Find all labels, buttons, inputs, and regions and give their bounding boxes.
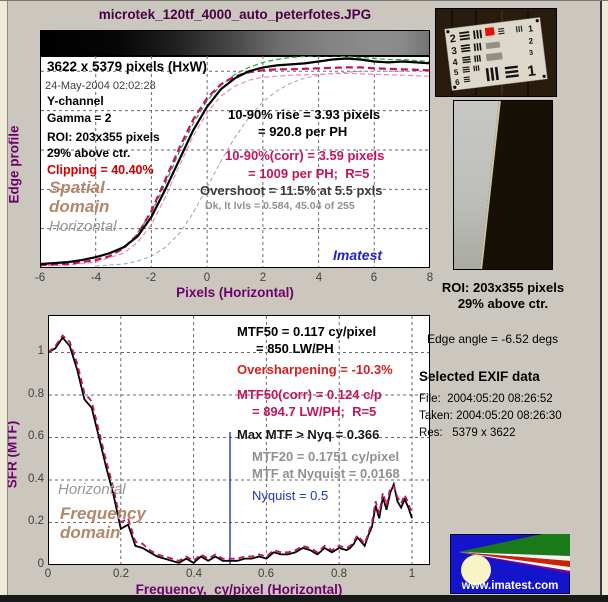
- imatest-logo[interactable]: www.imatest.com: [450, 534, 570, 594]
- exif-taken-date: Taken: 2004:05:20 08:26:30: [419, 410, 562, 422]
- window-frame-top: [0, 0, 608, 1]
- window-frame-left: [0, 0, 8, 602]
- sfr-ytick-02: 0.2: [28, 515, 44, 527]
- window-frame-bottom: [0, 595, 608, 602]
- svg-text:5: 5: [453, 68, 459, 78]
- mtf20-label: MTF20 = 0.1751 cy/pixel: [252, 449, 400, 464]
- mtf50-corrected-line2: = 894.7 LW/PH; R=5: [252, 404, 377, 419]
- sfr-ytick-08: 0.8: [28, 388, 44, 400]
- oversharpening-label: Oversharpening = -10.3%: [237, 362, 393, 377]
- svg-text:3: 3: [451, 46, 458, 58]
- roi-caption-line1: ROI: 203x355 pixels: [441, 280, 565, 295]
- sfr-ytick-04: 0.4: [28, 473, 44, 485]
- window-frame-right: [600, 0, 608, 602]
- edge-plot-ylabel: Edge profile: [6, 125, 22, 204]
- svg-text:3: 3: [529, 49, 534, 56]
- svg-text:1: 1: [528, 23, 534, 34]
- exif-resolution: Res: 5379 x 3622: [419, 427, 516, 439]
- edge-orientation-label: Horizontal: [49, 218, 117, 235]
- file-date-label: 24-May-2004 02:02:28: [45, 80, 156, 92]
- spatial-domain-word2: domain: [49, 197, 110, 216]
- edge-xtick--4: -4: [90, 272, 102, 284]
- edge-xtick-4: 4: [315, 272, 323, 284]
- edge-xtick--6: -6: [34, 272, 46, 284]
- max-mtf-label: Max MTF > Nyq = 0.366: [237, 427, 380, 442]
- exif-title: Selected EXIF data: [419, 369, 540, 384]
- sfr-xtick-02: 0.2: [113, 568, 129, 580]
- edge-xtick-8: 8: [426, 272, 434, 284]
- spatial-domain-word1: Spatial: [49, 178, 105, 197]
- logo-url: www.imatest.com: [461, 580, 559, 592]
- channel-label: Y-channel: [47, 94, 104, 108]
- frequency-domain-word1: Frequency: [60, 504, 146, 523]
- rise-corrected-line2: = 1009 per PH; R=5: [248, 166, 370, 181]
- mtf50-line1: MTF50 = 0.117 cy/pixel: [237, 324, 377, 339]
- exif-file-date: File: 2004:05:20 08:26:52: [419, 393, 553, 405]
- svg-text:2: 2: [449, 33, 457, 46]
- rise-label-line1: 10-90% rise = 3.93 pixels: [228, 107, 381, 122]
- roi-edge-thumbnail: [453, 100, 553, 270]
- sfr-xtick-1: 1: [408, 568, 416, 580]
- roi-label-line2: 29% above ctr.: [47, 146, 131, 160]
- edge-xlabel: Pixels (Horizontal): [176, 285, 294, 300]
- sfr-ytick-1: 1: [37, 345, 44, 357]
- mtf50-corrected-line1: MTF50(corr) = 0.124 c/p: [237, 387, 382, 402]
- sfr-xtick-06: 0.6: [258, 568, 274, 580]
- frequency-domain-word2: domain: [60, 523, 121, 542]
- svg-text:4: 4: [452, 57, 458, 68]
- edge-xtick--2: -2: [145, 272, 157, 284]
- image-size-label: 3622 x 5379 pixels (HxW): [47, 59, 207, 74]
- sfr-xtick-08: 0.8: [331, 568, 347, 580]
- edge-xtick-2: 2: [259, 272, 267, 284]
- mtf-at-nyquist-label: MTF at Nyquist = 0.0168: [252, 466, 400, 481]
- rise-label-line2: = 920.8 per PH: [258, 124, 348, 139]
- sfr-ytick-0: 0: [37, 558, 44, 570]
- sfr-orientation-label: Horizontal: [58, 481, 126, 498]
- sfr-xlabel: Frequency, cy/pixel (Horizontal): [135, 582, 343, 597]
- imatest-brand-label: Imatest: [333, 247, 383, 263]
- edge-image-gradient-strip: [40, 30, 430, 56]
- sfr-ytick-06: 0.6: [28, 430, 44, 442]
- roi-caption-line2: 29% above ctr.: [457, 296, 549, 311]
- rise-corrected-line1: 10-90%(corr) = 3.59 pixels: [225, 148, 385, 163]
- overshoot-label: Overshoot = 11.5% at 5.5 pxls: [200, 183, 383, 198]
- edge-xtick-6: 6: [370, 272, 378, 284]
- levels-label: Dk, lt lvls = 0.584, 45.04 of 255: [205, 200, 355, 212]
- sfr-xtick-0: 0: [44, 568, 52, 580]
- figure-title: microtek_120tf_4000_auto_peterfotes.JPG: [98, 7, 372, 22]
- svg-text:2: 2: [528, 36, 534, 46]
- edge-angle-label: Edge angle = -6.52 degs: [427, 332, 559, 346]
- nyquist-label: Nyquist = 0.5: [252, 488, 329, 503]
- gamma-label: Gamma = 2: [47, 111, 112, 125]
- roi-label-line1: ROI: 203x355 pixels: [47, 130, 160, 144]
- svg-text:6: 6: [455, 78, 461, 88]
- test-chart-thumbnail: 2 1 3 2 4 3 5 6 1: [435, 8, 557, 97]
- mtf50-line2: = 850 LW/PH: [256, 341, 334, 356]
- sfr-xtick-04: 0.4: [186, 568, 202, 580]
- clipping-warning: Clipping = 40.40%: [47, 163, 154, 177]
- edge-xtick-0: 0: [203, 272, 211, 284]
- svg-text:1: 1: [526, 62, 536, 80]
